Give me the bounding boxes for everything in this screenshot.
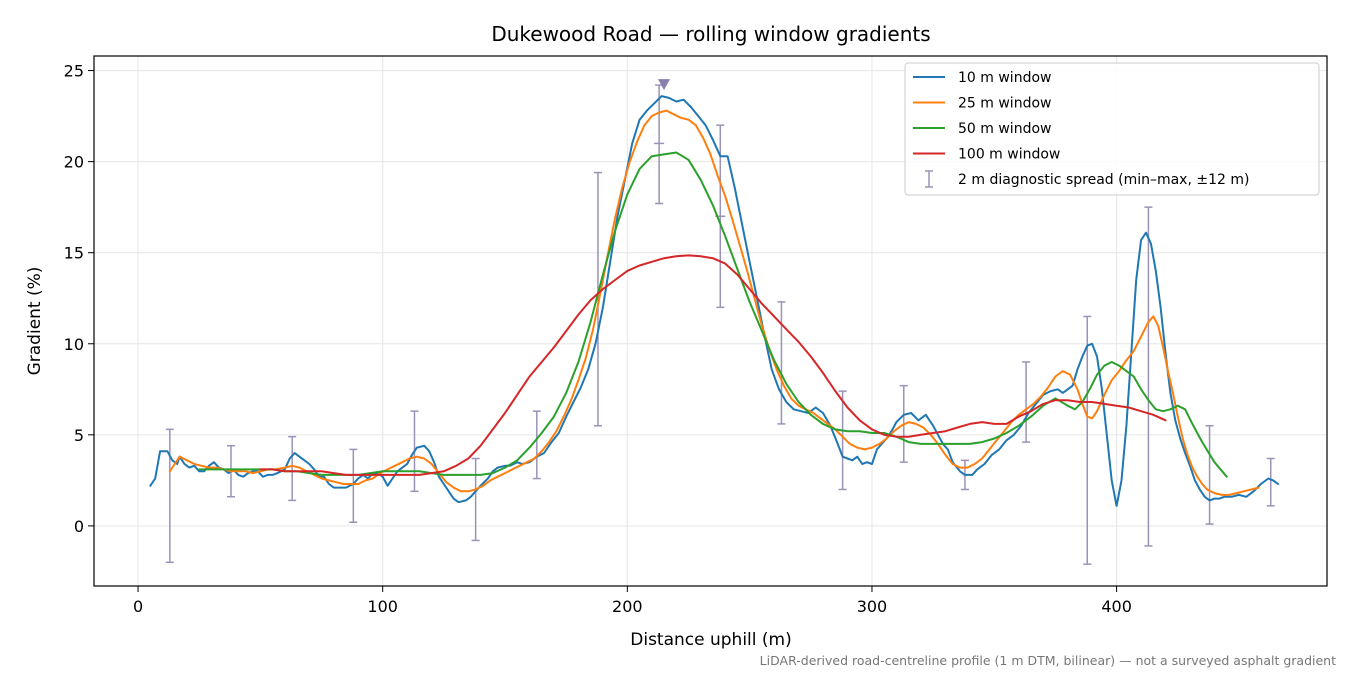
y-tick-label: 15 xyxy=(64,244,84,263)
y-tick-label: 20 xyxy=(64,153,84,172)
diagnostic-bar xyxy=(1266,457,1275,507)
legend-box xyxy=(904,62,1320,196)
series-line-0 xyxy=(149,95,1280,507)
series-line-2 xyxy=(198,151,1228,478)
y-tick-label: 25 xyxy=(64,62,84,81)
legend-item: 50 m window xyxy=(913,121,1051,137)
diagnostic-bar xyxy=(288,435,297,502)
diagnostic-bar xyxy=(593,171,602,427)
diagnostic-bar xyxy=(532,410,541,480)
peak-marker xyxy=(658,79,671,91)
legend-label: 2 m diagnostic spread (min–max, ±12 m) xyxy=(958,172,1249,188)
legend-item: 100 m window xyxy=(913,147,1060,163)
legend: 10 m window 25 m window 50 m window 100 m w… xyxy=(904,62,1320,196)
y-tick-label: 0 xyxy=(74,517,84,536)
legend-label: 10 m window xyxy=(958,70,1051,86)
x-tick-label: 200 xyxy=(612,597,643,616)
plot-frame xyxy=(93,55,1328,587)
series-lines xyxy=(149,95,1280,507)
x-tick-label: 100 xyxy=(367,597,398,616)
x-tick-label: 400 xyxy=(1101,597,1132,616)
diagnostic-bar xyxy=(838,390,847,491)
y-tick-label: 10 xyxy=(64,335,84,354)
y-tick-label: 5 xyxy=(74,426,84,445)
x-axis-ticks: 0 100 200 300 400 xyxy=(133,586,1132,616)
legend-label: 50 m window xyxy=(958,121,1051,137)
legend-item: 25 m window xyxy=(913,96,1051,112)
diagnostic-bar xyxy=(165,428,174,564)
diagnostic-bar xyxy=(777,301,786,425)
x-tick-label: 0 xyxy=(133,597,143,616)
diagnostic-bar xyxy=(349,448,358,524)
series-line-1 xyxy=(168,109,1260,496)
legend-label: 100 m window xyxy=(958,147,1060,163)
y-axis-ticks: 0 5 10 15 20 25 xyxy=(64,62,94,536)
x-tick-label: 300 xyxy=(857,597,888,616)
diagnostic-bar xyxy=(1144,206,1153,547)
legend-item: 10 m window xyxy=(913,70,1051,86)
y-axis-title: Gradient (%) xyxy=(25,267,45,376)
footnote: LiDAR-derived road-centreline profile (1… xyxy=(760,653,1336,668)
series-line-3 xyxy=(259,254,1167,476)
chart-title: Dukewood Road — rolling window gradients xyxy=(491,22,930,46)
diagnostic-bar xyxy=(1083,315,1092,565)
legend-item: 2 m diagnostic spread (min–max, ±12 m) xyxy=(925,170,1249,188)
diagnostic-bar xyxy=(471,457,480,542)
legend-label: 25 m window xyxy=(958,96,1051,112)
diagnostic-bar xyxy=(1205,424,1214,525)
diagnostic-bar xyxy=(1022,361,1031,443)
x-axis-title: Distance uphill (m) xyxy=(630,630,791,650)
